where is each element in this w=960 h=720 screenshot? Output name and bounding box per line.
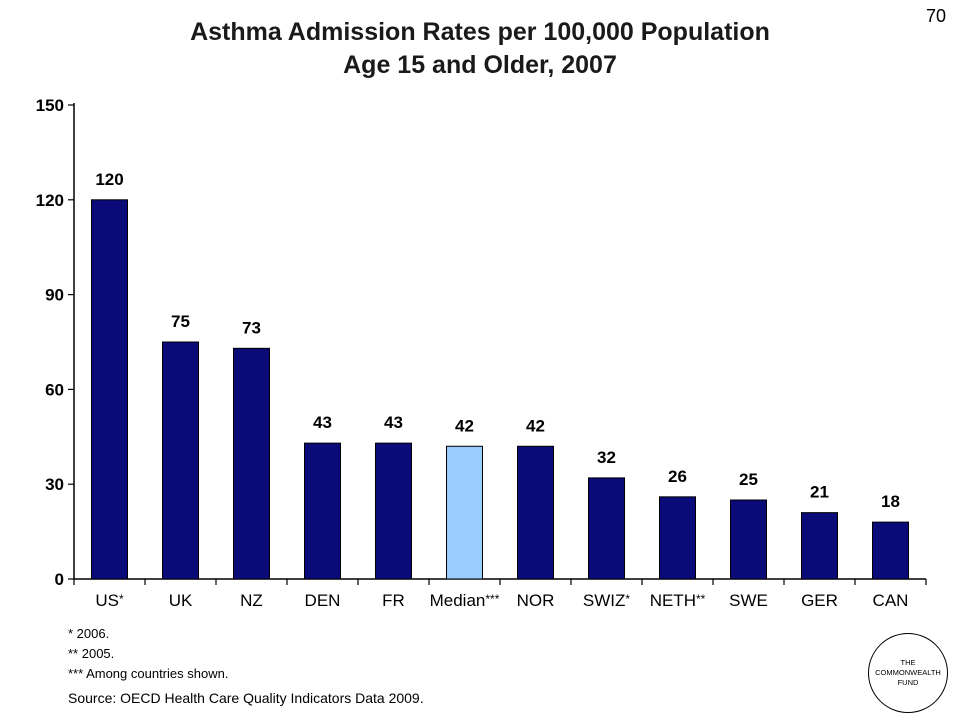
bar-nor — [517, 445, 554, 580]
data-label: 42 — [455, 416, 474, 435]
x-tick-label: NZ — [240, 591, 263, 610]
bar-uk — [162, 341, 199, 580]
bar-can — [872, 521, 909, 580]
footnote-3: *** Among countries shown. — [68, 666, 229, 681]
commonwealth-fund-logo: THE COMMONWEALTH FUND — [868, 633, 948, 713]
data-label: 26 — [668, 467, 687, 486]
y-tick-label: 120 — [36, 191, 64, 210]
data-label: 43 — [384, 413, 403, 432]
bar-ger — [801, 512, 838, 580]
bar-us — [91, 199, 128, 580]
bar-den — [304, 442, 341, 580]
bar-nz — [233, 347, 270, 580]
y-tick-label: 0 — [55, 570, 64, 589]
bar-swe — [730, 499, 767, 580]
data-label: 43 — [313, 413, 332, 432]
title-line-1: Asthma Admission Rates per 100,000 Popul… — [190, 18, 770, 46]
x-tick-label: DEN — [305, 591, 341, 610]
logo-text: THE COMMONWEALTH FUND — [875, 658, 941, 687]
bar-swiz — [588, 477, 625, 580]
bar-neth — [659, 496, 696, 580]
y-tick-label: 60 — [45, 380, 64, 399]
y-tick-label: 90 — [45, 286, 64, 305]
x-tick-label: CAN — [873, 591, 909, 610]
x-tick-label: GER — [801, 591, 838, 610]
x-tick-label: NOR — [517, 591, 555, 610]
slide-number: 70 — [925, 6, 946, 26]
x-tick-label: UK — [169, 591, 193, 610]
data-label: 75 — [171, 312, 190, 331]
data-label: 120 — [95, 170, 123, 189]
x-tick-label: SWE — [729, 591, 768, 610]
data-label: 73 — [242, 318, 261, 337]
title-line-2: Age 15 and Older, 2007 — [343, 51, 617, 79]
data-label: 21 — [810, 483, 829, 502]
bar-chart: 0 30 60 90 120 150 120 US* 75 UK 73 NZ 43 DEN 43 FR 42 Me… — [36, 96, 927, 610]
data-label: 32 — [597, 448, 616, 467]
bar-median — [446, 445, 483, 580]
y-tick-label: 30 — [45, 475, 64, 494]
footnote-2: ** 2005. — [68, 646, 115, 661]
x-tick-label: FR — [382, 591, 405, 610]
x-tick-label: Median*** — [430, 591, 500, 610]
bar-fr — [375, 442, 412, 580]
x-tick-label: US* — [95, 591, 124, 610]
x-tick-label: SWIZ* — [583, 591, 631, 610]
x-tick-label: NETH** — [650, 591, 706, 610]
y-tick-label: 150 — [36, 96, 64, 115]
chart-title: Asthma Admission Rates per 100,000 Popul… — [0, 16, 960, 82]
data-label: 25 — [739, 470, 758, 489]
source-note: Source: OECD Health Care Quality Indicat… — [68, 690, 424, 706]
data-label: 18 — [881, 492, 900, 511]
data-label: 42 — [526, 416, 545, 435]
footnote-1: * 2006. — [68, 626, 110, 641]
